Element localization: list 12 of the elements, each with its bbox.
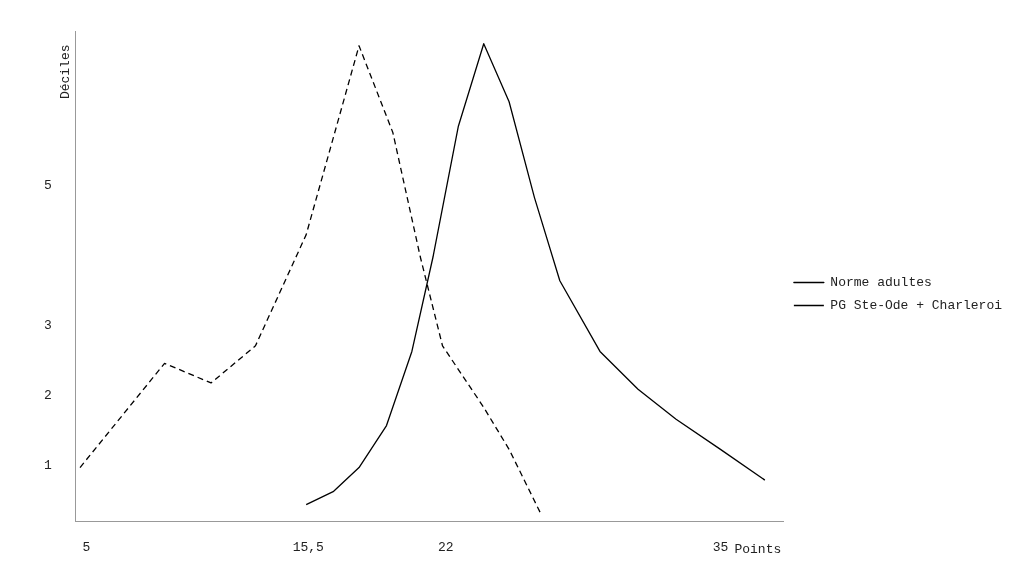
legend-label: PG Ste-Ode + Charleroi [830,297,1003,313]
x-tick-label: 15,5 [292,539,324,555]
x-tick-label: 35 [712,539,729,555]
x-tick-label: 22 [437,539,454,555]
y-axis-title: Déciles [58,44,74,100]
y-tick-label: 1 [43,457,52,473]
x-axis-title: Points [734,541,782,557]
y-tick-label: 2 [43,387,52,403]
y-tick-label: 5 [43,178,52,194]
legend-label: Norme adultes [830,274,932,290]
x-tick-label: 5 [82,539,91,555]
y-tick-label: 3 [43,318,52,333]
